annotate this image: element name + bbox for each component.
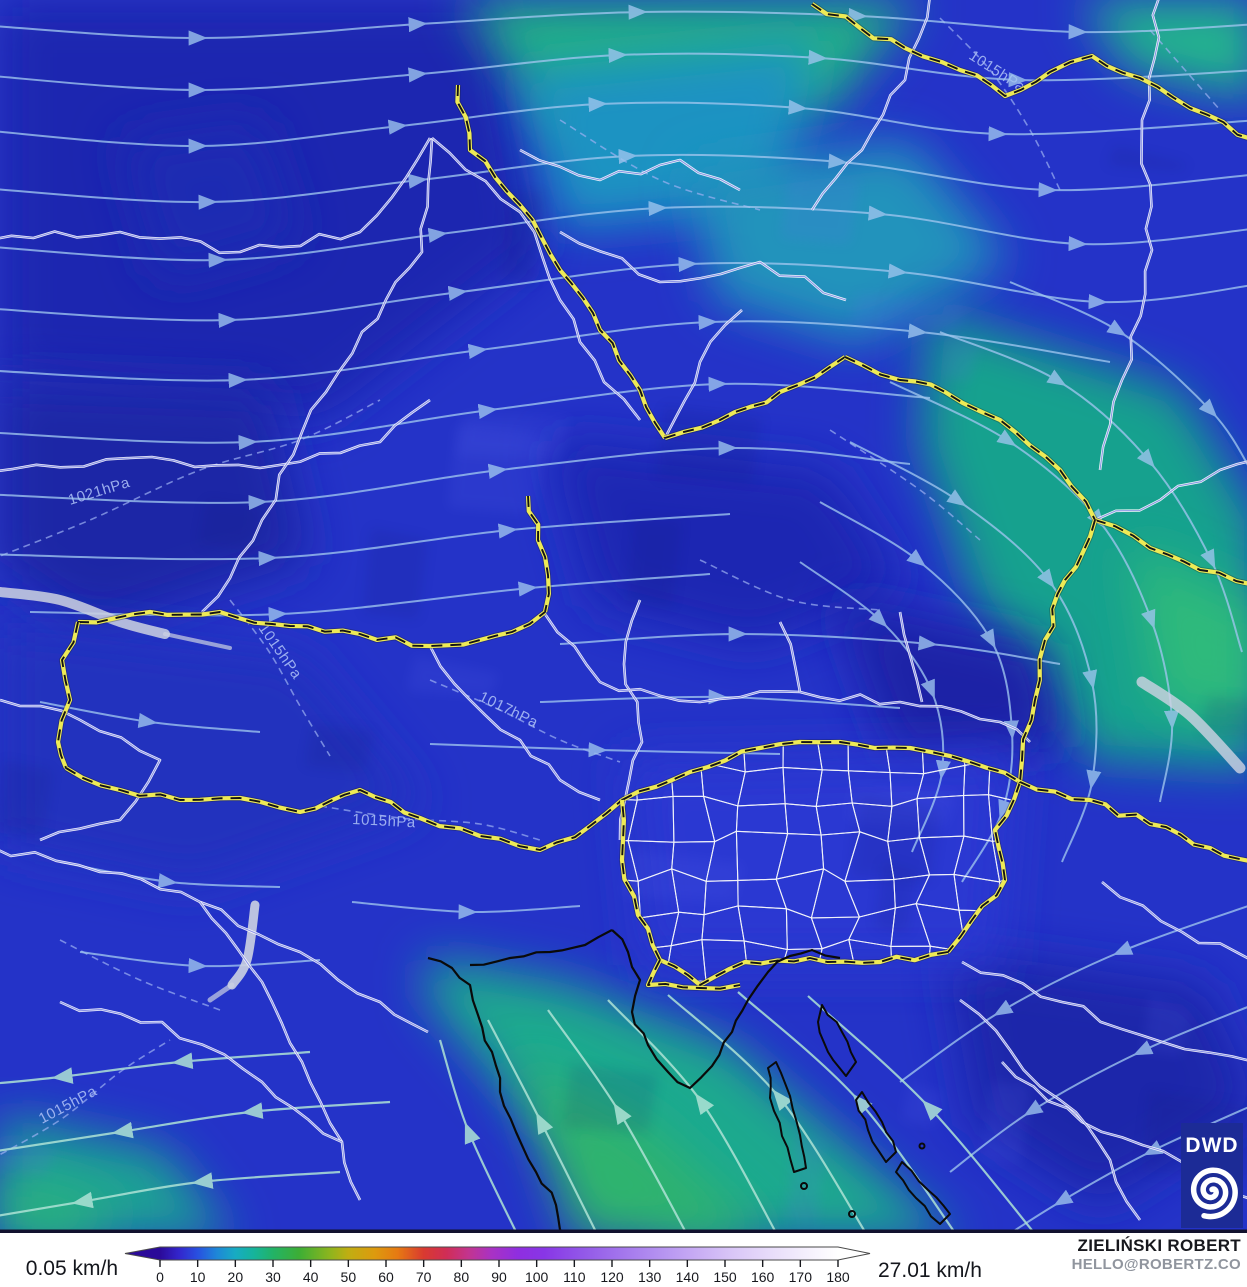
colorbar-tick-label: 70 [416, 1269, 432, 1285]
streamline [0, 513, 731, 567]
streamline [0, 47, 1247, 98]
streamline [949, 1006, 1247, 1173]
streamline [539, 689, 901, 709]
regional-borders [0, 0, 1247, 1221]
colorbar-tick-label: 150 [713, 1269, 737, 1285]
streamline [819, 501, 1019, 883]
colorbar-ticks: 0 10 20 30 40 50 60 70 80 90 100 110 120 130 140 150 160… [156, 1260, 850, 1285]
colorbar-tick-label: 100 [525, 1269, 549, 1285]
streamline [0, 1100, 391, 1152]
streamline [0, 1170, 341, 1217]
streamline [0, 376, 931, 451]
coastlines [427, 929, 951, 1233]
streamline [547, 1009, 688, 1233]
streamline [889, 381, 1180, 803]
streamline [899, 905, 1247, 1083]
dwd-logo: DWD [1181, 1123, 1243, 1228]
colorbar-tick-label: 160 [751, 1269, 775, 1285]
streamline [0, 4, 1247, 46]
attribution-email: HELLO@ROBERTZ.CO [1071, 1255, 1241, 1273]
colorbar-tick-label: 40 [303, 1269, 319, 1285]
map-bottom-border [0, 1229, 1247, 1233]
legend-bar: 0.05 km/h 0 10 20 30 40 50 60 70 80 90 100 110 120 13… [0, 1233, 1247, 1287]
legend-min-label: 0.05 km/h [25, 1257, 118, 1280]
streamline [0, 314, 1111, 389]
streamline [0, 440, 911, 511]
streamline [438, 1039, 518, 1233]
colorbar-tick-label: 80 [454, 1269, 470, 1285]
colorbar-tick-label: 30 [265, 1269, 281, 1285]
colorbar-tick-label: 20 [228, 1269, 244, 1285]
spiral-icon [1190, 1167, 1238, 1220]
colorbar-tick-label: 50 [341, 1269, 357, 1285]
streamline [487, 1019, 598, 1233]
colorbar-tick-label: 60 [378, 1269, 394, 1285]
colorbar: 0 10 20 30 40 50 60 70 80 90 100 110 120 130 140 150 160… [124, 1246, 871, 1285]
colorbar-tick-label: 130 [638, 1269, 662, 1285]
colorbar-tick-label: 170 [789, 1269, 813, 1285]
streamline [0, 1050, 311, 1085]
colorbar-tick-label: 0 [156, 1269, 164, 1285]
wind-map-canvas[interactable]: 1021hPa 1015hPa 1015hPa 1015hPa 1015hPa … [0, 0, 1247, 1233]
isobar-label: 1015hPa [352, 811, 417, 831]
lake [0, 587, 170, 639]
streamline [737, 991, 957, 1233]
wind-streamlines [0, 4, 1247, 1233]
attribution: ZIELIŃSKI ROBERT HELLO@ROBERTZ.CO [1072, 1236, 1241, 1273]
streamline [0, 96, 1247, 154]
streamline [1008, 1106, 1247, 1233]
streamline [79, 951, 321, 974]
colorbar-tick-label: 120 [600, 1269, 624, 1285]
wind-map-svg: 1021hPa 1015hPa 1015hPa 1015hPa 1015hPa … [0, 0, 1247, 1233]
streamline [607, 999, 778, 1233]
lake [227, 900, 260, 990]
streamline [667, 994, 867, 1233]
streamline [1009, 281, 1247, 466]
legend-max-label: 27.01 km/h [878, 1259, 982, 1282]
national-borders [55, 1, 1247, 992]
colorbar-tick-label: 90 [491, 1269, 507, 1285]
dwd-logo-background [1181, 1123, 1243, 1228]
attribution-name: ZIELIŃSKI ROBERT [1077, 1236, 1241, 1255]
streamline [351, 901, 581, 920]
lakes [0, 587, 1246, 1003]
colorbar-tick-label: 140 [676, 1269, 700, 1285]
colorbar-arrow [124, 1246, 871, 1261]
lake [163, 632, 232, 650]
streamline [849, 441, 1102, 863]
colorbar-tick-label: 180 [826, 1269, 850, 1285]
dwd-logo-text: DWD [1185, 1134, 1238, 1157]
colorbar-tick-label: 110 [563, 1269, 586, 1285]
lake [1136, 676, 1246, 774]
lake [207, 982, 235, 1003]
colorbar-tick-label: 10 [190, 1269, 206, 1285]
